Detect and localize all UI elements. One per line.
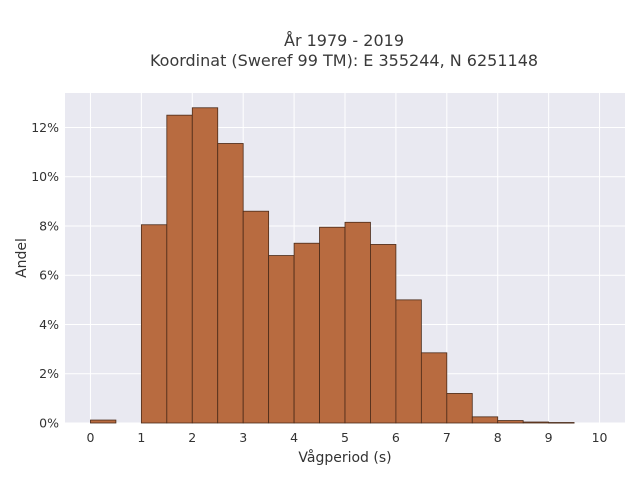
x-tick-label-4: 4 <box>290 430 298 445</box>
histogram-bar-5 <box>217 143 244 424</box>
histogram-bar-12 <box>395 299 422 424</box>
y-tick-label-2: 4% <box>39 317 59 332</box>
histogram-bar-14 <box>446 393 473 424</box>
histogram-bar-4 <box>191 107 219 424</box>
x-tick-label-9: 9 <box>545 430 553 445</box>
x-tick-label-8: 8 <box>494 430 502 445</box>
histogram-bar-0 <box>90 419 117 424</box>
y-tick-label-3: 6% <box>39 268 59 283</box>
histogram-bar-13 <box>420 352 448 424</box>
histogram-bar-9 <box>319 226 346 424</box>
x-axis-label: Vågperiod (s) <box>298 449 391 466</box>
histogram-bar-8 <box>293 242 320 424</box>
x-axis-ticks: 0 1 2 3 4 5 6 7 8 9 10 <box>86 430 607 445</box>
y-axis-ticks: 0% 2% 4% 6% 8% 10% 12% <box>31 120 59 431</box>
y-axis-label: Andel <box>14 238 30 278</box>
histogram-bar-17 <box>522 421 550 424</box>
histogram-bar-6 <box>242 210 270 424</box>
y-tick-label-1: 2% <box>39 366 59 381</box>
x-tick-label-5: 5 <box>341 430 349 445</box>
chart-title-line-1: År 1979 - 2019 <box>284 31 404 50</box>
histogram-bar-10 <box>344 221 371 424</box>
x-tick-label-2: 2 <box>188 430 196 445</box>
histogram-bar-15 <box>471 416 499 424</box>
histogram-bar-16 <box>497 420 524 424</box>
histogram-bar-3 <box>166 114 193 424</box>
x-tick-label-10: 10 <box>592 430 608 445</box>
y-tick-label-4: 8% <box>39 218 59 233</box>
x-tick-label-1: 1 <box>137 430 145 445</box>
x-tick-label-3: 3 <box>239 430 247 445</box>
histogram-bar-18 <box>548 422 575 424</box>
histogram-bar-11 <box>370 244 397 424</box>
x-tick-label-6: 6 <box>392 430 400 445</box>
histogram-bar-2 <box>140 224 168 424</box>
chart-title-line-2: Koordinat (Sweref 99 TM): E 355244, N 62… <box>150 51 538 70</box>
y-tick-label-0: 0% <box>39 416 59 431</box>
x-tick-label-0: 0 <box>86 430 94 445</box>
histogram-bar-7 <box>268 255 295 424</box>
x-tick-label-7: 7 <box>443 430 451 445</box>
y-tick-label-5: 10% <box>31 169 59 184</box>
y-tick-label-6: 12% <box>31 120 59 135</box>
histogram-bars <box>90 107 575 424</box>
